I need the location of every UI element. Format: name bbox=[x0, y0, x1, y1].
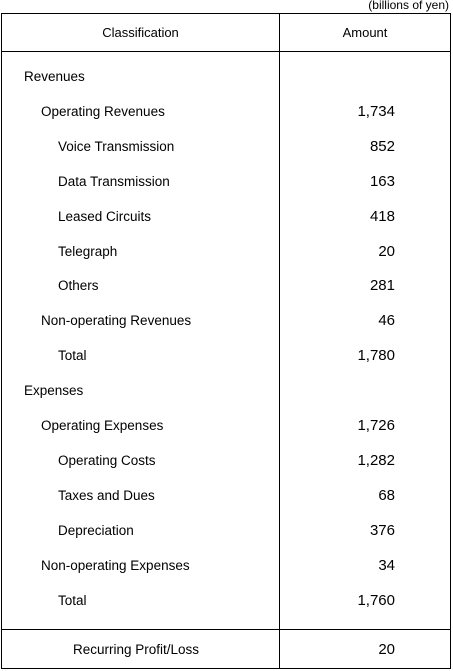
row-label: Operating Revenues bbox=[41, 104, 165, 119]
row-label: Voice Transmission bbox=[58, 139, 175, 154]
column-divider bbox=[279, 14, 280, 668]
row-value: 20 bbox=[378, 243, 395, 260]
row-value: 1,780 bbox=[357, 347, 395, 364]
row-value: 281 bbox=[369, 277, 395, 294]
row-label: Non-operating Revenues bbox=[41, 313, 192, 328]
table-row: Operating Costs 1,282 bbox=[2, 449, 450, 473]
row-label: Revenues bbox=[24, 69, 85, 84]
table-row: Non-operating Revenues 46 bbox=[2, 309, 450, 333]
row-value: 1,726 bbox=[357, 417, 395, 434]
header-classification: Classification bbox=[102, 25, 179, 40]
row-label: Others bbox=[58, 278, 99, 293]
summary-value: 20 bbox=[378, 641, 395, 658]
table-row: Operating Revenues 1,734 bbox=[2, 100, 450, 124]
table-row: Others 281 bbox=[2, 274, 450, 298]
table-header: Classification Amount bbox=[2, 14, 450, 51]
summary-divider bbox=[2, 629, 450, 630]
summary-row: Recurring Profit/Loss 20 bbox=[2, 638, 450, 662]
row-label: Telegraph bbox=[58, 244, 118, 259]
table-row: Data Transmission 163 bbox=[2, 170, 450, 194]
summary-label: Recurring Profit/Loss bbox=[73, 642, 200, 657]
row-label: Data Transmission bbox=[58, 174, 170, 189]
table-row: Non-operating Expenses 34 bbox=[2, 554, 450, 578]
row-label: Non-operating Expenses bbox=[41, 558, 190, 573]
row-label: Taxes and Dues bbox=[58, 488, 155, 503]
table-row: Voice Transmission 852 bbox=[2, 135, 450, 159]
row-value: 1,760 bbox=[357, 592, 395, 609]
row-value: 418 bbox=[369, 208, 395, 225]
row-label: Expenses bbox=[24, 383, 84, 398]
row-label: Depreciation bbox=[58, 523, 134, 538]
table-row: Taxes and Dues 68 bbox=[2, 484, 450, 508]
row-label: Operating Costs bbox=[58, 453, 156, 468]
row-label: Leased Circuits bbox=[58, 209, 152, 224]
table-row: Revenues bbox=[2, 65, 450, 89]
table-row: Telegraph 20 bbox=[2, 240, 450, 264]
table-row: Total 1,780 bbox=[2, 344, 450, 368]
table-row: Leased Circuits 418 bbox=[2, 205, 450, 229]
unit-note: (billions of yen) bbox=[368, 0, 449, 12]
table-row: Total 1,760 bbox=[2, 589, 450, 613]
table-row: Operating Expenses 1,726 bbox=[2, 414, 450, 438]
table-row: Expenses bbox=[2, 379, 450, 403]
row-label: Total bbox=[58, 593, 87, 608]
row-value: 68 bbox=[378, 487, 395, 504]
header-amount: Amount bbox=[342, 25, 388, 40]
financial-table: Classification Amount Revenues Operating … bbox=[1, 13, 451, 669]
row-label: Operating Expenses bbox=[41, 418, 164, 433]
row-value: 46 bbox=[378, 312, 395, 329]
header-divider bbox=[2, 51, 450, 52]
table-row: Depreciation 376 bbox=[2, 519, 450, 543]
row-value: 852 bbox=[369, 138, 395, 155]
row-value: 376 bbox=[369, 522, 395, 539]
row-value: 1,734 bbox=[357, 103, 395, 120]
row-label: Total bbox=[58, 348, 87, 363]
row-value: 34 bbox=[378, 557, 395, 574]
row-value: 1,282 bbox=[357, 452, 395, 469]
row-value: 163 bbox=[369, 173, 395, 190]
